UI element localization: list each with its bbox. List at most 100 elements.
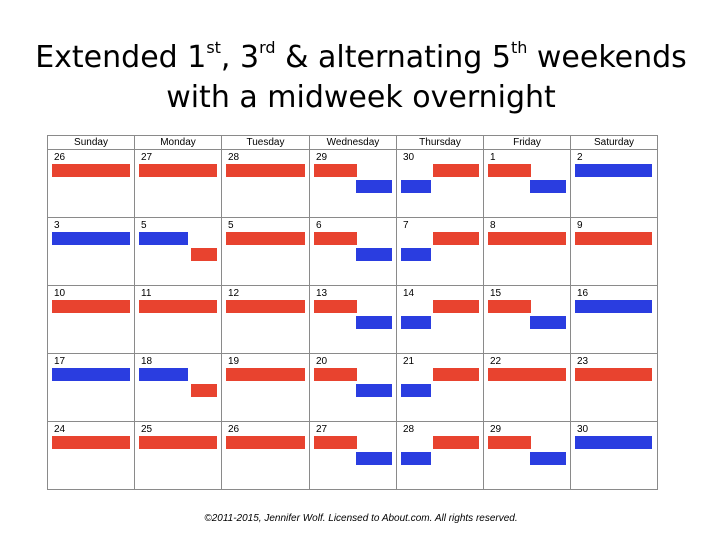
parent-a-time-bar [226,300,305,313]
date-number: 23 [577,356,589,367]
parent-b-time-bar [401,384,431,397]
date-number: 2 [577,152,583,163]
calendar-day-cell: 10 [48,286,135,354]
calendar-day-cell: 7 [397,218,484,286]
date-number: 13 [316,288,328,299]
calendar-day-cell: 13 [310,286,397,354]
day-header-saturday: Saturday [571,136,657,150]
date-number: 27 [141,152,153,163]
title-line-1: Extended 1st, 3rd & alternating 5th week… [35,38,687,76]
date-number: 20 [316,356,328,367]
day-header-tuesday: Tuesday [222,136,310,150]
calendar-day-cell: 26 [48,150,135,218]
parent-b-time-bar [401,180,431,193]
parent-b-time-bar [139,232,188,245]
calendar-day-cell: 5 [135,218,222,286]
date-number: 25 [141,424,153,435]
date-number: 10 [54,288,66,299]
date-number: 1 [490,152,496,163]
parent-a-time-bar [575,368,652,381]
parent-b-time-bar [401,248,431,261]
date-number: 6 [316,220,322,231]
parent-b-time-bar [575,300,652,313]
parent-a-time-bar [575,232,652,245]
date-number: 5 [228,220,234,231]
calendar-day-cell: 20 [310,354,397,422]
calendar-day-cell: 27 [135,150,222,218]
date-number: 24 [54,424,66,435]
date-number: 28 [228,152,240,163]
calendar-day-cell: 8 [484,218,571,286]
parent-a-time-bar [226,164,305,177]
parent-a-time-bar [488,232,566,245]
parent-b-time-bar [401,452,431,465]
parent-a-time-bar [433,164,479,177]
calendar-grid: Sunday Monday Tuesday Wednesday Thursday Frid… [47,135,658,490]
calendar-day-cell: 5 [222,218,310,286]
calendar-day-cell: 15 [484,286,571,354]
parent-b-time-bar [52,232,130,245]
parent-a-time-bar [226,232,305,245]
date-number: 15 [490,288,502,299]
date-number: 18 [141,356,153,367]
parent-a-time-bar [433,368,479,381]
date-number: 27 [316,424,328,435]
calendar-day-cell: 3 [48,218,135,286]
calendar-day-cell: 25 [135,422,222,490]
parent-a-time-bar [488,164,531,177]
calendar-day-cell: 24 [48,422,135,490]
day-header-thursday: Thursday [397,136,484,150]
parent-a-time-bar [433,232,479,245]
calendar-day-cell: 18 [135,354,222,422]
date-number: 29 [316,152,328,163]
calendar-day-cell: 6 [310,218,397,286]
date-number: 26 [54,152,66,163]
parent-a-time-bar [52,436,130,449]
parent-b-time-bar [356,180,392,193]
parent-a-time-bar [52,164,130,177]
calendar-day-cell: 28 [397,422,484,490]
parent-b-time-bar [139,368,188,381]
date-number: 17 [54,356,66,367]
calendar-day-cell: 11 [135,286,222,354]
parent-a-time-bar [314,300,357,313]
page-title: Extended 1st, 3rd & alternating 5th week… [0,38,722,118]
calendar-day-cell: 19 [222,354,310,422]
title-line-2: with a midweek overnight [166,80,556,115]
calendar-day-cell: 30 [397,150,484,218]
date-number: 8 [490,220,496,231]
parent-a-time-bar [139,300,217,313]
parent-a-time-bar [139,436,217,449]
day-header-friday: Friday [484,136,571,150]
date-number: 21 [403,356,415,367]
parent-b-time-bar [530,452,566,465]
calendar-day-cell: 29 [310,150,397,218]
date-number: 3 [54,220,60,231]
date-number: 28 [403,424,415,435]
parent-a-time-bar [139,164,217,177]
date-number: 30 [577,424,589,435]
day-header-sunday: Sunday [48,136,135,150]
parent-a-time-bar [191,248,217,261]
calendar-day-cell: 21 [397,354,484,422]
date-number: 9 [577,220,583,231]
parent-a-time-bar [314,232,357,245]
calendar-day-cell: 22 [484,354,571,422]
parent-a-time-bar [314,436,357,449]
parent-b-time-bar [530,316,566,329]
calendar-day-cell: 1 [484,150,571,218]
parent-b-time-bar [401,316,431,329]
parent-b-time-bar [52,368,130,381]
parent-b-time-bar [356,316,392,329]
parent-a-time-bar [488,300,531,313]
calendar-day-cell: 27 [310,422,397,490]
parent-a-time-bar [191,384,217,397]
date-number: 26 [228,424,240,435]
day-header-wednesday: Wednesday [310,136,397,150]
calendar-day-cell: 9 [571,218,657,286]
calendar-day-cell: 17 [48,354,135,422]
parent-b-time-bar [356,248,392,261]
calendar-day-cell: 14 [397,286,484,354]
calendar-day-cell: 26 [222,422,310,490]
parent-a-time-bar [226,436,305,449]
